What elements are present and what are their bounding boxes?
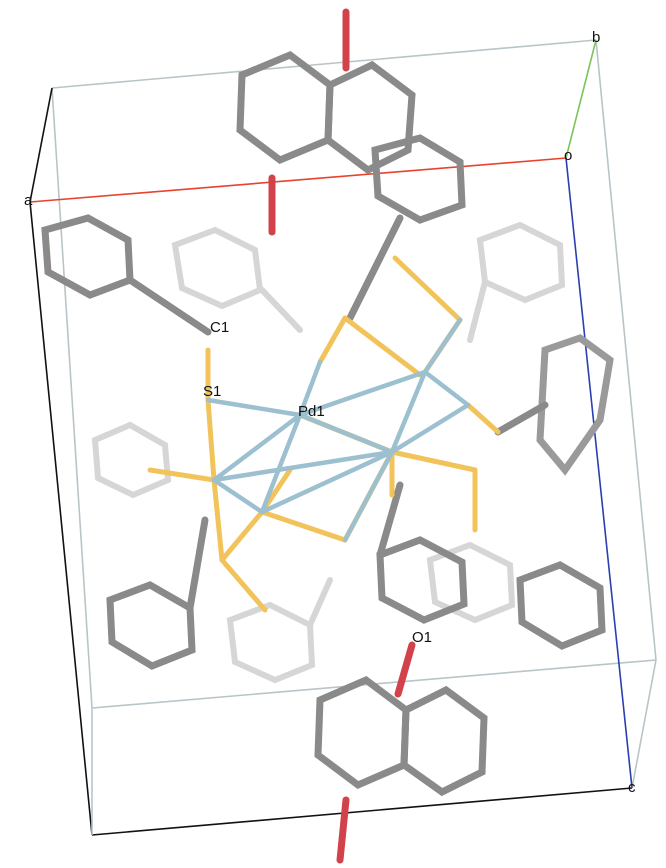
- phenyl-ring-upper-left: [41, 214, 134, 299]
- bg-phenyl-ring-3: [226, 601, 316, 684]
- s-bond-10: [317, 315, 348, 365]
- anthraquinone-top: [236, 8, 416, 236]
- axis-c-line: [565, 157, 633, 789]
- benzyl-bond-lower-center: [376, 481, 404, 559]
- cell-edge-front-left: [29, 201, 93, 836]
- bg-bond-1: [259, 287, 303, 333]
- pd-center-pd-right: [389, 369, 428, 455]
- cell-edge-back-right: [595, 39, 657, 661]
- pd1-pd-right-contact: [297, 369, 428, 418]
- benzyl-bond-c1: [126, 276, 212, 336]
- atom-labels: a b c o C1 S1 Pd1 O1: [24, 29, 636, 796]
- pd-left-pd-lower: [211, 477, 265, 515]
- pd-lower-pd-center: [259, 449, 395, 515]
- cell-edge-top-left: [29, 87, 53, 203]
- pd-center-s: [342, 449, 395, 543]
- s1-pd-lower-bond: [205, 397, 217, 483]
- label-pd1: Pd1: [298, 403, 325, 420]
- anthraquinone-bottom: [314, 641, 488, 864]
- s-bond-4: [259, 509, 348, 543]
- pd1-pd-left-contact: [211, 412, 303, 483]
- bg-bond-2: [467, 279, 488, 343]
- aq-bottom-co-1: [394, 641, 416, 698]
- label-o1: O1: [412, 629, 432, 646]
- cell-edge-back-top: [51, 39, 597, 89]
- bg-phenyl-ring-1: [171, 226, 264, 310]
- palladium-contacts: [205, 317, 471, 543]
- cell-edge-front-bottom: [91, 787, 633, 836]
- benzyl-bond-upper: [346, 214, 404, 322]
- aq-top-ring-2: [324, 60, 416, 175]
- bg-phenyl-ring-4: [426, 541, 516, 624]
- pd-left-pd-center: [211, 449, 395, 483]
- pd-center-pd-far: [389, 402, 471, 455]
- bg-bond-3: [307, 577, 333, 628]
- aq-bottom-ring-2: [400, 685, 488, 797]
- s-bond-6: [389, 449, 478, 473]
- axis-a-line: [29, 157, 567, 203]
- aq-bottom-co-2: [336, 796, 350, 864]
- label-c1: C1: [210, 319, 229, 336]
- label-s1: S1: [203, 383, 221, 400]
- pd1-pd-center-contact: [297, 412, 395, 455]
- s-bond-12: [392, 255, 463, 323]
- cell-edge-bottom-right: [631, 659, 657, 789]
- phenyl-ring-lower-left: [106, 581, 196, 670]
- cell-edge-back-left: [51, 87, 93, 709]
- aq-top-ring-1: [236, 51, 334, 164]
- pd-right-pd-far: [422, 369, 471, 408]
- label-axis-a: a: [24, 192, 33, 209]
- label-origin: o: [564, 147, 572, 164]
- s-bond-15: [219, 557, 268, 613]
- benzyl-bond-right: [494, 401, 549, 436]
- s-bond-14: [465, 402, 501, 435]
- pd-right-s: [422, 317, 463, 375]
- s-bond-2: [211, 477, 225, 563]
- pd1-s-upper: [297, 359, 323, 418]
- pd1-pd-lower: [259, 412, 303, 515]
- unit-cell: [29, 39, 657, 836]
- s-bond-11: [342, 315, 423, 378]
- background-molecules: [91, 221, 566, 684]
- pd1-s1-contact: [205, 397, 303, 418]
- s-bond-3: [219, 509, 265, 563]
- bg-phenyl-ring-2: [476, 221, 566, 304]
- phenyl-ring-lower-right: [516, 561, 606, 650]
- benzyl-bond-lower-left: [186, 516, 209, 612]
- phenyl-ring-lower-center: [376, 536, 468, 624]
- label-axis-c: c: [628, 779, 636, 796]
- s-bond-1: [147, 467, 217, 483]
- bg-phenyl-ring-5: [91, 421, 172, 499]
- axis-b-line: [565, 39, 597, 159]
- aq-bottom-ring-1: [314, 675, 410, 790]
- label-axis-b: b: [592, 29, 600, 46]
- benzyl-groups: [41, 134, 614, 670]
- phenyl-ring-upper-center: [371, 134, 466, 224]
- phenyl-ring-right: [536, 334, 614, 476]
